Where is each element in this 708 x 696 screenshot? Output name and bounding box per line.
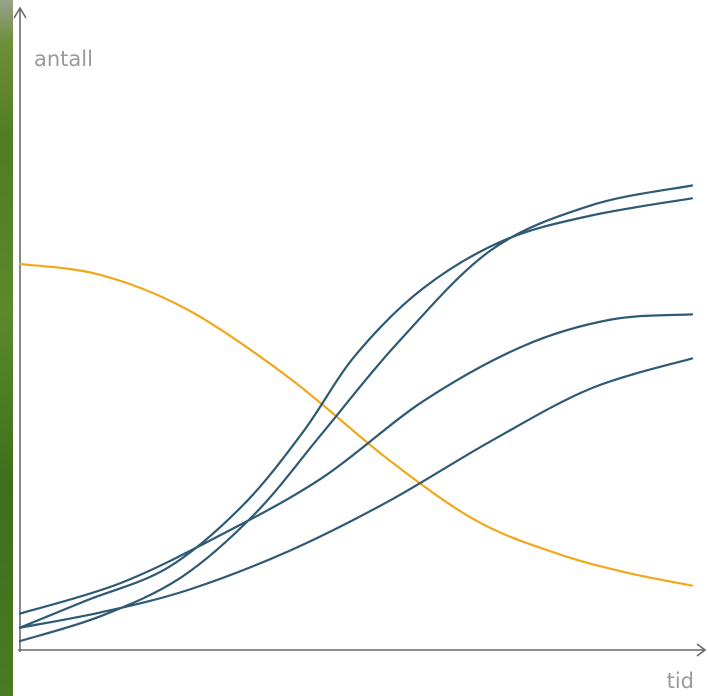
series-lines bbox=[18, 184, 694, 643]
series-line-5 bbox=[18, 357, 694, 629]
y-axis-arrow bbox=[13, 6, 27, 19]
x-axis-arrow bbox=[696, 643, 707, 657]
axes bbox=[13, 6, 707, 657]
grass-photo-strip bbox=[0, 0, 13, 696]
series-line-3 bbox=[18, 184, 694, 643]
series-line-2 bbox=[18, 197, 694, 629]
x-axis-label: tid bbox=[667, 669, 694, 693]
y-axis-label: antall bbox=[34, 47, 93, 71]
series-line-1 bbox=[18, 262, 694, 587]
series-line-4 bbox=[18, 313, 694, 615]
